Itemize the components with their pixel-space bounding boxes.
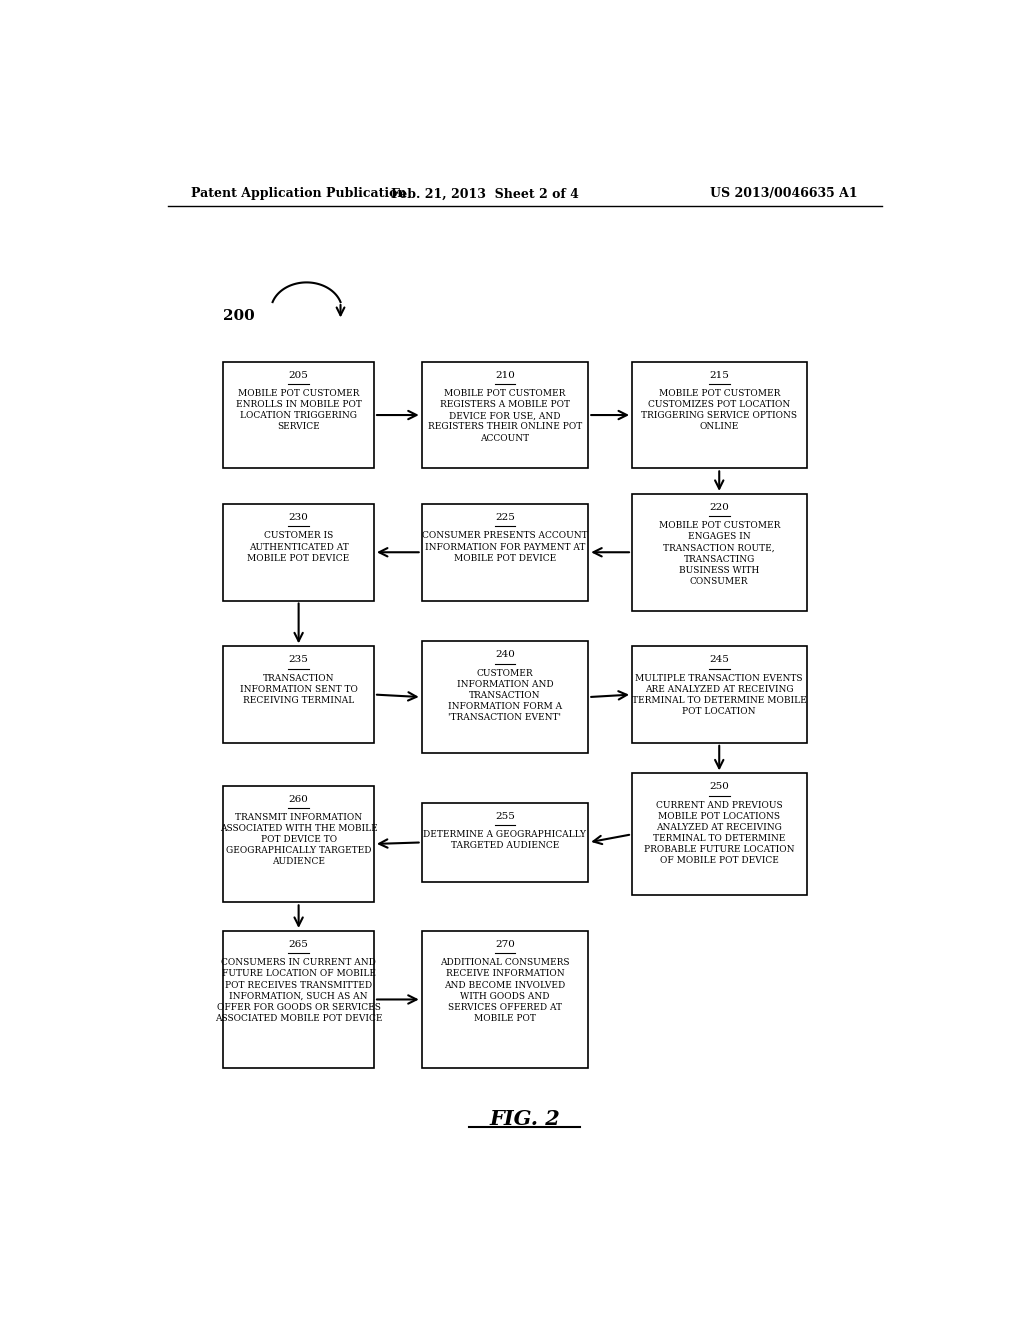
FancyBboxPatch shape bbox=[422, 931, 588, 1068]
FancyBboxPatch shape bbox=[632, 774, 807, 895]
Text: 205: 205 bbox=[289, 371, 308, 380]
Text: 215: 215 bbox=[710, 371, 729, 380]
Text: CUSTOMER IS
AUTHENTICATED AT
MOBILE POT DEVICE: CUSTOMER IS AUTHENTICATED AT MOBILE POT … bbox=[248, 532, 350, 562]
Text: 255: 255 bbox=[495, 812, 515, 821]
Text: TRANSMIT INFORMATION
ASSOCIATED WITH THE MOBILE
POT DEVICE TO
GEOGRAPHICALLY TAR: TRANSMIT INFORMATION ASSOCIATED WITH THE… bbox=[220, 813, 378, 866]
FancyBboxPatch shape bbox=[632, 494, 807, 611]
Text: MULTIPLE TRANSACTION EVENTS
ARE ANALYZED AT RECEIVING
TERMINAL TO DETERMINE MOBI: MULTIPLE TRANSACTION EVENTS ARE ANALYZED… bbox=[632, 673, 807, 715]
FancyBboxPatch shape bbox=[223, 785, 374, 903]
Text: US 2013/0046635 A1: US 2013/0046635 A1 bbox=[711, 187, 858, 201]
Text: 200: 200 bbox=[223, 309, 255, 323]
Text: 260: 260 bbox=[289, 795, 308, 804]
Text: 245: 245 bbox=[710, 656, 729, 664]
FancyBboxPatch shape bbox=[632, 647, 807, 743]
FancyBboxPatch shape bbox=[223, 647, 374, 743]
Text: CONSUMER PRESENTS ACCOUNT
INFORMATION FOR PAYMENT AT
MOBILE POT DEVICE: CONSUMER PRESENTS ACCOUNT INFORMATION FO… bbox=[422, 532, 588, 562]
Text: CONSUMERS IN CURRENT AND
FUTURE LOCATION OF MOBILE
POT RECEIVES TRANSMITTED
INFO: CONSUMERS IN CURRENT AND FUTURE LOCATION… bbox=[215, 958, 382, 1023]
Text: 250: 250 bbox=[710, 783, 729, 792]
Text: 220: 220 bbox=[710, 503, 729, 512]
FancyBboxPatch shape bbox=[223, 504, 374, 601]
FancyBboxPatch shape bbox=[422, 504, 588, 601]
Text: CUSTOMER
INFORMATION AND
TRANSACTION
INFORMATION FORM A
'TRANSACTION EVENT': CUSTOMER INFORMATION AND TRANSACTION INF… bbox=[447, 669, 562, 722]
Text: Feb. 21, 2013  Sheet 2 of 4: Feb. 21, 2013 Sheet 2 of 4 bbox=[391, 187, 579, 201]
Text: 265: 265 bbox=[289, 940, 308, 949]
FancyBboxPatch shape bbox=[223, 362, 374, 469]
Text: MOBILE POT CUSTOMER
CUSTOMIZES POT LOCATION
TRIGGERING SERVICE OPTIONS
ONLINE: MOBILE POT CUSTOMER CUSTOMIZES POT LOCAT… bbox=[641, 389, 798, 432]
Text: ADDITIONAL CONSUMERS
RECEIVE INFORMATION
AND BECOME INVOLVED
WITH GOODS AND
SERV: ADDITIONAL CONSUMERS RECEIVE INFORMATION… bbox=[440, 958, 569, 1023]
FancyBboxPatch shape bbox=[422, 642, 588, 752]
Text: 270: 270 bbox=[495, 940, 515, 949]
FancyBboxPatch shape bbox=[422, 803, 588, 882]
Text: MOBILE POT CUSTOMER
ENGAGES IN
TRANSACTION ROUTE,
TRANSACTING
BUSINESS WITH
CONS: MOBILE POT CUSTOMER ENGAGES IN TRANSACTI… bbox=[658, 521, 780, 586]
Text: 225: 225 bbox=[495, 513, 515, 523]
Text: 235: 235 bbox=[289, 656, 308, 664]
Text: FIG. 2: FIG. 2 bbox=[489, 1109, 560, 1129]
Text: CURRENT AND PREVIOUS
MOBILE POT LOCATIONS
ANALYZED AT RECEIVING
TERMINAL TO DETE: CURRENT AND PREVIOUS MOBILE POT LOCATION… bbox=[644, 801, 795, 866]
FancyBboxPatch shape bbox=[632, 362, 807, 469]
Text: TRANSACTION
INFORMATION SENT TO
RECEIVING TERMINAL: TRANSACTION INFORMATION SENT TO RECEIVIN… bbox=[240, 673, 357, 705]
Text: Patent Application Publication: Patent Application Publication bbox=[191, 187, 407, 201]
Text: 240: 240 bbox=[495, 651, 515, 659]
Text: DETERMINE A GEOGRAPHICALLY
TARGETED AUDIENCE: DETERMINE A GEOGRAPHICALLY TARGETED AUDI… bbox=[424, 830, 587, 850]
Text: 230: 230 bbox=[289, 513, 308, 523]
Text: MOBILE POT CUSTOMER
REGISTERS A MOBILE POT
DEVICE FOR USE, AND
REGISTERS THEIR O: MOBILE POT CUSTOMER REGISTERS A MOBILE P… bbox=[428, 389, 582, 442]
Text: 210: 210 bbox=[495, 371, 515, 380]
Text: MOBILE POT CUSTOMER
ENROLLS IN MOBILE POT
LOCATION TRIGGERING
SERVICE: MOBILE POT CUSTOMER ENROLLS IN MOBILE PO… bbox=[236, 389, 361, 432]
FancyBboxPatch shape bbox=[223, 931, 374, 1068]
FancyBboxPatch shape bbox=[422, 362, 588, 469]
